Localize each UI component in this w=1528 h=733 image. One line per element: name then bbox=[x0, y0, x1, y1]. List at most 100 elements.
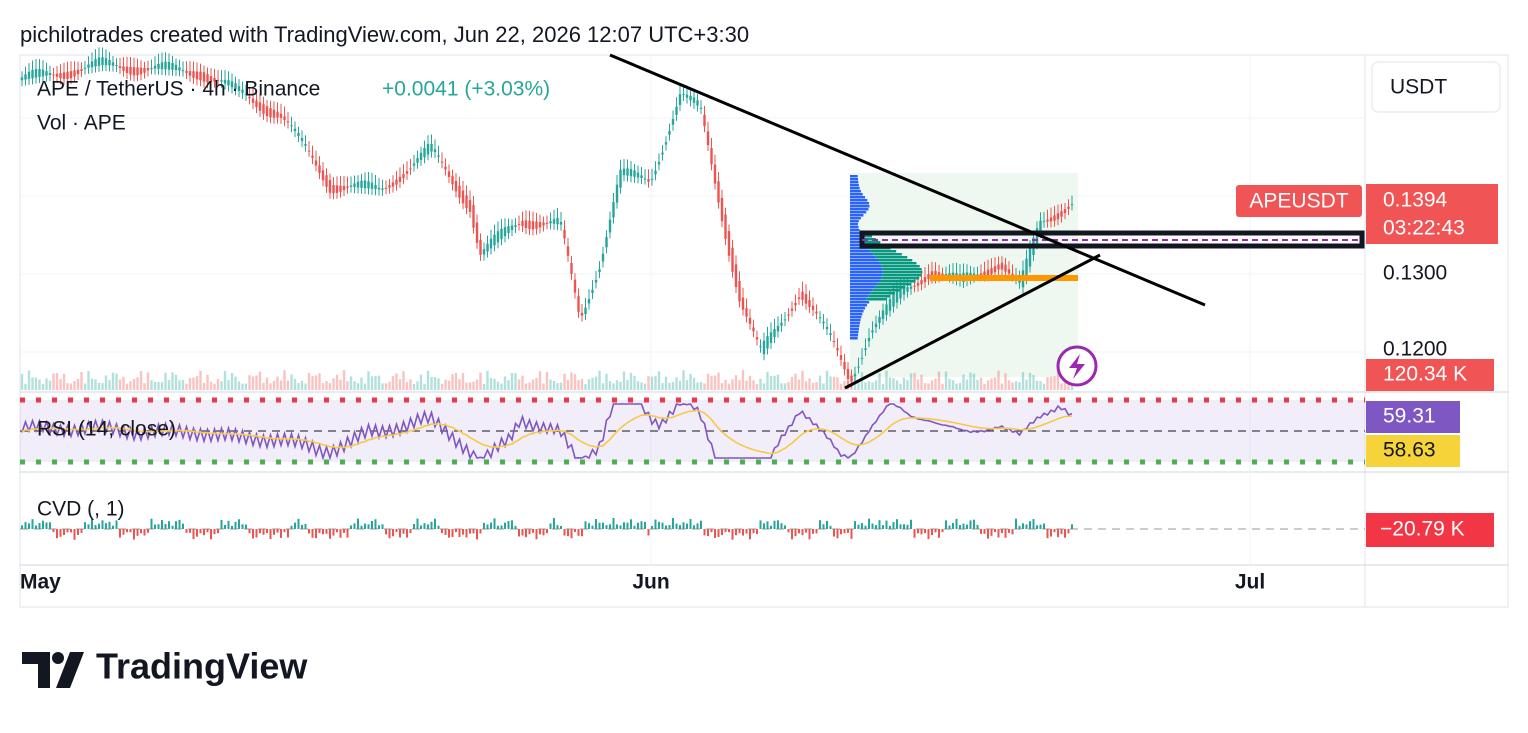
cvd-bar bbox=[661, 522, 664, 529]
profile-bar bbox=[877, 283, 911, 286]
cvd-bar bbox=[892, 522, 895, 529]
volume-bar bbox=[1011, 382, 1014, 390]
candle-body bbox=[1067, 206, 1070, 209]
candle-body bbox=[314, 160, 318, 166]
cvd-bar bbox=[780, 523, 783, 529]
candle-body bbox=[27, 71, 31, 79]
candle-body bbox=[640, 175, 643, 178]
cvd-bar bbox=[87, 524, 90, 529]
candle-body bbox=[251, 98, 255, 103]
cvd-bar bbox=[990, 529, 993, 536]
volume-bar bbox=[661, 383, 664, 390]
volume-bar bbox=[384, 383, 388, 390]
profile-bar bbox=[850, 220, 859, 223]
volume-bar bbox=[122, 376, 125, 390]
candle-body bbox=[297, 132, 300, 136]
volume-bar bbox=[447, 380, 451, 390]
profile-bar bbox=[850, 232, 862, 235]
cvd-bar bbox=[847, 529, 849, 533]
candle-body bbox=[395, 179, 398, 185]
cvd-bar bbox=[448, 529, 450, 538]
cvd-bar bbox=[843, 529, 846, 534]
profile-bar bbox=[850, 178, 859, 181]
profile-bar bbox=[873, 253, 902, 256]
candle-body bbox=[888, 299, 892, 311]
candle-body bbox=[531, 221, 535, 230]
rsi-ma-badge bbox=[1366, 435, 1460, 467]
volume-bar bbox=[461, 373, 465, 390]
candle-body bbox=[293, 128, 297, 132]
cvd-bar bbox=[497, 525, 499, 529]
candle-body bbox=[776, 325, 780, 332]
cvd-bar bbox=[850, 529, 853, 539]
profile-bar bbox=[850, 217, 861, 220]
volume-bar bbox=[76, 378, 80, 390]
candle-body bbox=[759, 346, 762, 348]
cvd-bar bbox=[80, 529, 83, 533]
volume-bar bbox=[1042, 383, 1046, 390]
volume-bar bbox=[549, 379, 552, 390]
logo: TradingView bbox=[96, 646, 308, 687]
candle-body bbox=[902, 287, 906, 295]
cvd-bar bbox=[679, 525, 681, 529]
candle-body bbox=[482, 249, 486, 255]
cvd-bar bbox=[647, 529, 650, 536]
volume-bar bbox=[234, 376, 237, 390]
candle-body bbox=[692, 97, 696, 103]
cvd-bar bbox=[770, 525, 772, 529]
cvd-bar bbox=[115, 520, 118, 529]
volume-bar bbox=[118, 379, 122, 390]
volume-bar bbox=[125, 383, 129, 390]
volume-bar bbox=[1018, 382, 1021, 390]
volume-bar bbox=[752, 380, 755, 390]
volume-bar bbox=[787, 382, 790, 390]
volume-bar bbox=[815, 382, 818, 390]
volume-bar bbox=[927, 383, 930, 390]
candle-body bbox=[475, 222, 479, 243]
cvd-bar bbox=[735, 529, 737, 536]
cvd-bar bbox=[889, 525, 891, 529]
candle-body bbox=[115, 65, 118, 67]
cvd-bar bbox=[553, 518, 555, 529]
candle-body bbox=[360, 180, 363, 188]
volume-bar bbox=[1007, 380, 1011, 390]
cvd-bar bbox=[574, 529, 576, 533]
cvd-bar bbox=[378, 525, 380, 529]
volume-bar bbox=[192, 377, 195, 390]
candle-body bbox=[419, 152, 423, 160]
volume-bar bbox=[321, 382, 325, 390]
volume-bar bbox=[867, 381, 871, 390]
candle-body bbox=[335, 185, 339, 193]
cvd-bar bbox=[805, 529, 807, 533]
currency[interactable]: USDT bbox=[1390, 76, 1447, 99]
cvd-bar bbox=[686, 523, 688, 529]
candles bbox=[20, 47, 1074, 390]
volume-bar bbox=[223, 371, 227, 390]
cvd-bar bbox=[339, 529, 342, 538]
cvd-bar bbox=[434, 518, 436, 529]
volume-bar bbox=[132, 378, 136, 390]
candle-body bbox=[1063, 209, 1067, 214]
profile-bar bbox=[850, 226, 859, 229]
candle-body bbox=[699, 107, 703, 109]
cvd-bar bbox=[962, 523, 965, 529]
candle-body bbox=[822, 321, 825, 324]
candle-body bbox=[55, 73, 59, 77]
candle-body bbox=[598, 269, 601, 272]
volume-bar bbox=[993, 377, 997, 390]
volume-bar bbox=[27, 370, 31, 390]
volume-bar bbox=[510, 372, 514, 390]
volume-bar bbox=[874, 380, 878, 390]
candle-body bbox=[605, 236, 608, 248]
cvd-bar bbox=[952, 522, 954, 529]
cvd-bar bbox=[696, 523, 699, 529]
volume-bar bbox=[1000, 383, 1004, 390]
cvd-bar bbox=[311, 529, 314, 538]
countdown: 03:22:43 bbox=[1383, 217, 1465, 240]
cvd-bar bbox=[1039, 524, 1042, 529]
volume-bar bbox=[878, 373, 881, 390]
currency-button[interactable] bbox=[1371, 61, 1501, 113]
candle-body bbox=[272, 109, 276, 118]
cvd-bar bbox=[388, 529, 391, 539]
cvd-bar bbox=[252, 529, 254, 539]
